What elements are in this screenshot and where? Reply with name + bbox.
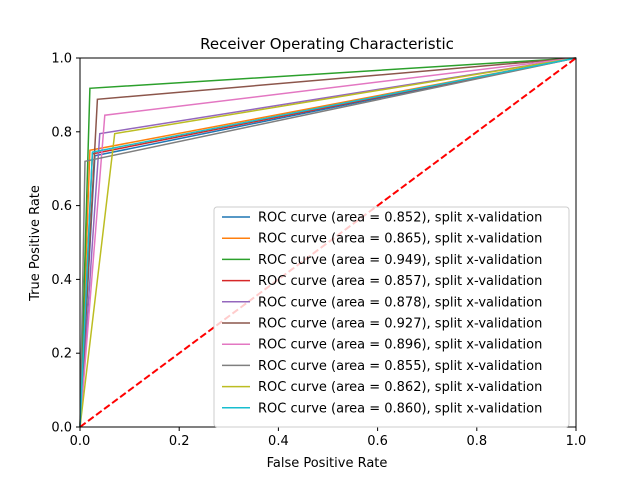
legend-label-3: ROC curve (area = 0.949), split x-valida… [258, 253, 542, 268]
chart-title: Receiver Operating Characteristic [200, 35, 454, 53]
y-axis-label: True Positive Rate [28, 185, 43, 302]
y-tick-label: 0.4 [51, 273, 72, 288]
y-tick-label: 0.0 [51, 421, 72, 436]
roc-series-line-8 [79, 57, 577, 428]
y-tick-label: 0.2 [51, 347, 72, 362]
plot-area [79, 57, 577, 428]
x-tick-label: 0.2 [169, 434, 190, 449]
legend-box [213, 206, 570, 428]
legend-label-6: ROC curve (area = 0.927), split x-valida… [258, 317, 542, 332]
legend-label-9: ROC curve (area = 0.862), split x-valida… [258, 380, 542, 395]
legend-label-8: ROC curve (area = 0.855), split x-valida… [258, 359, 542, 374]
roc-series-line-6 [79, 57, 577, 428]
legend-label-1: ROC curve (area = 0.852), split x-valida… [258, 211, 542, 226]
x-tick-label: 0.8 [466, 434, 487, 449]
x-tick-label: 0.6 [367, 434, 388, 449]
roc-series-line-3 [79, 57, 577, 428]
y-tick-label: 1.0 [51, 52, 72, 67]
legend-label-2: ROC curve (area = 0.865), split x-valida… [258, 232, 542, 247]
legend: ROC curve (area = 0.852), split x-valida… [213, 206, 570, 428]
x-axis-label: False Positive Rate [267, 456, 388, 471]
legend-label-4: ROC curve (area = 0.857), split x-valida… [258, 274, 542, 289]
axes: 0.0 0.2 0.4 0.6 0.8 1.0 0.0 0.2 0.4 0.6 0.8 1.0 [51, 52, 586, 450]
roc-series-line-9 [79, 57, 577, 428]
y-tick-label: 0.8 [51, 125, 72, 140]
x-tick-label: 0.0 [70, 434, 91, 449]
roc-series-line-7 [79, 57, 577, 428]
x-tick-label: 0.4 [268, 434, 289, 449]
chance-diagonal-line [79, 57, 577, 428]
roc-series-line-10 [79, 57, 577, 428]
legend-label-7: ROC curve (area = 0.896), split x-valida… [258, 338, 542, 353]
legend-label-5: ROC curve (area = 0.878), split x-valida… [258, 295, 542, 310]
legend-label-10: ROC curve (area = 0.860), split x-valida… [258, 401, 542, 416]
x-tick-label: 1.0 [566, 434, 587, 449]
y-tick-label: 0.6 [51, 199, 72, 214]
roc-series-line-5 [79, 57, 577, 428]
